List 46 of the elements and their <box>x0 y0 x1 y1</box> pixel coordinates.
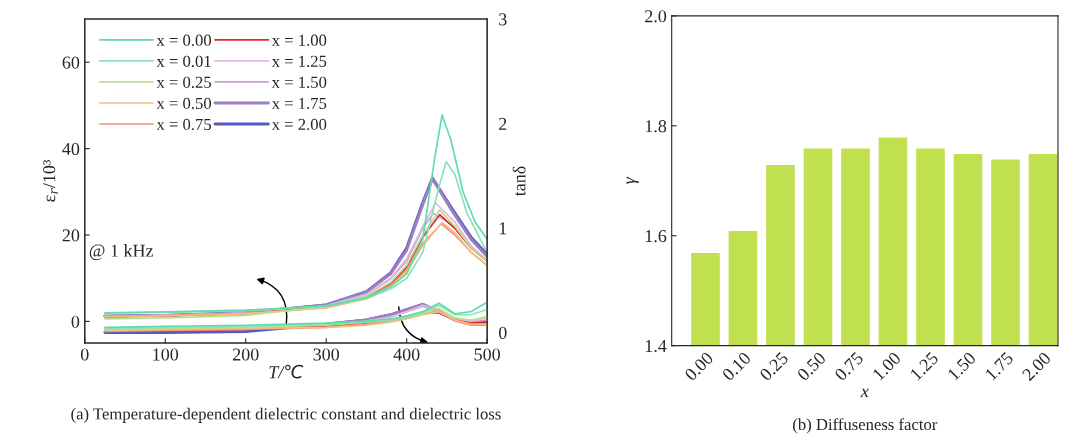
legend-label: x = 2.00 <box>271 118 327 131</box>
text: (a) Temperature-dependent dielectric constant and dielectric loss <box>71 407 501 423</box>
y-tick-label: 0 <box>71 315 80 328</box>
x-tick-label: 1.50 <box>947 351 977 381</box>
y-tick-label: 1.8 <box>645 120 667 133</box>
x-tick-label: 200 <box>232 348 259 361</box>
y-tick-label: 1.6 <box>645 230 667 243</box>
text: (b) Diffuseness factor <box>793 418 938 434</box>
y-tick-label: 60 <box>62 56 80 69</box>
y2-tick-label: 2 <box>499 117 507 130</box>
legend-label: x = 0.50 <box>156 97 212 110</box>
legend-label: x = 0.01 <box>156 55 211 67</box>
x-tick-label: 0.75 <box>833 351 864 382</box>
x-tick-label: 0.10 <box>721 351 752 382</box>
x-tick-label: 1.75 <box>984 351 1015 381</box>
x-tick-label: 0.50 <box>796 351 827 382</box>
x-tick-label: 1.00 <box>872 351 902 381</box>
y2-tick-label: 1 <box>499 222 507 235</box>
x-tick-label: 500 <box>474 348 500 361</box>
legend-label: x = 1.25 <box>271 55 327 67</box>
legend-label: x = 1.00 <box>271 34 327 46</box>
x-tick-label: 100 <box>153 348 179 361</box>
x-tick-label: 0.25 <box>758 351 789 382</box>
x-tick-label: 400 <box>393 348 420 361</box>
legend-label: x = 0.75 <box>156 118 212 131</box>
x-tick-label: 0 <box>80 348 89 361</box>
y-axis-title: ε$_{r}$/10³ <box>43 160 58 202</box>
x-tick-label: 0.00 <box>683 351 714 382</box>
y-tick-label: 40 <box>62 142 80 156</box>
y-tick-label: 1.4 <box>645 339 667 353</box>
y-axis-title: γ <box>626 176 639 185</box>
y2-tick-label: 3 <box>499 13 507 26</box>
x-axis-title: x <box>860 388 869 397</box>
y2-tick-label: 0 <box>498 326 507 339</box>
annotation: @ 1 kHz <box>89 244 154 261</box>
x-tick-label: 300 <box>313 348 340 361</box>
y2-axis-title: tanδ <box>512 166 526 197</box>
x-tick-label: 1.25 <box>909 351 940 381</box>
legend-label: x = 0.00 <box>156 34 212 46</box>
x-axis-title: T/℃ <box>269 364 304 379</box>
y-tick-label: 2.0 <box>645 10 667 23</box>
legend-label: x = 1.75 <box>271 97 327 110</box>
y-tick-label: 20 <box>62 229 80 242</box>
legend-label: x = 0.25 <box>156 76 212 89</box>
x-tick-label: 2.00 <box>1021 351 1052 382</box>
legend-label: x = 1.50 <box>271 76 327 89</box>
